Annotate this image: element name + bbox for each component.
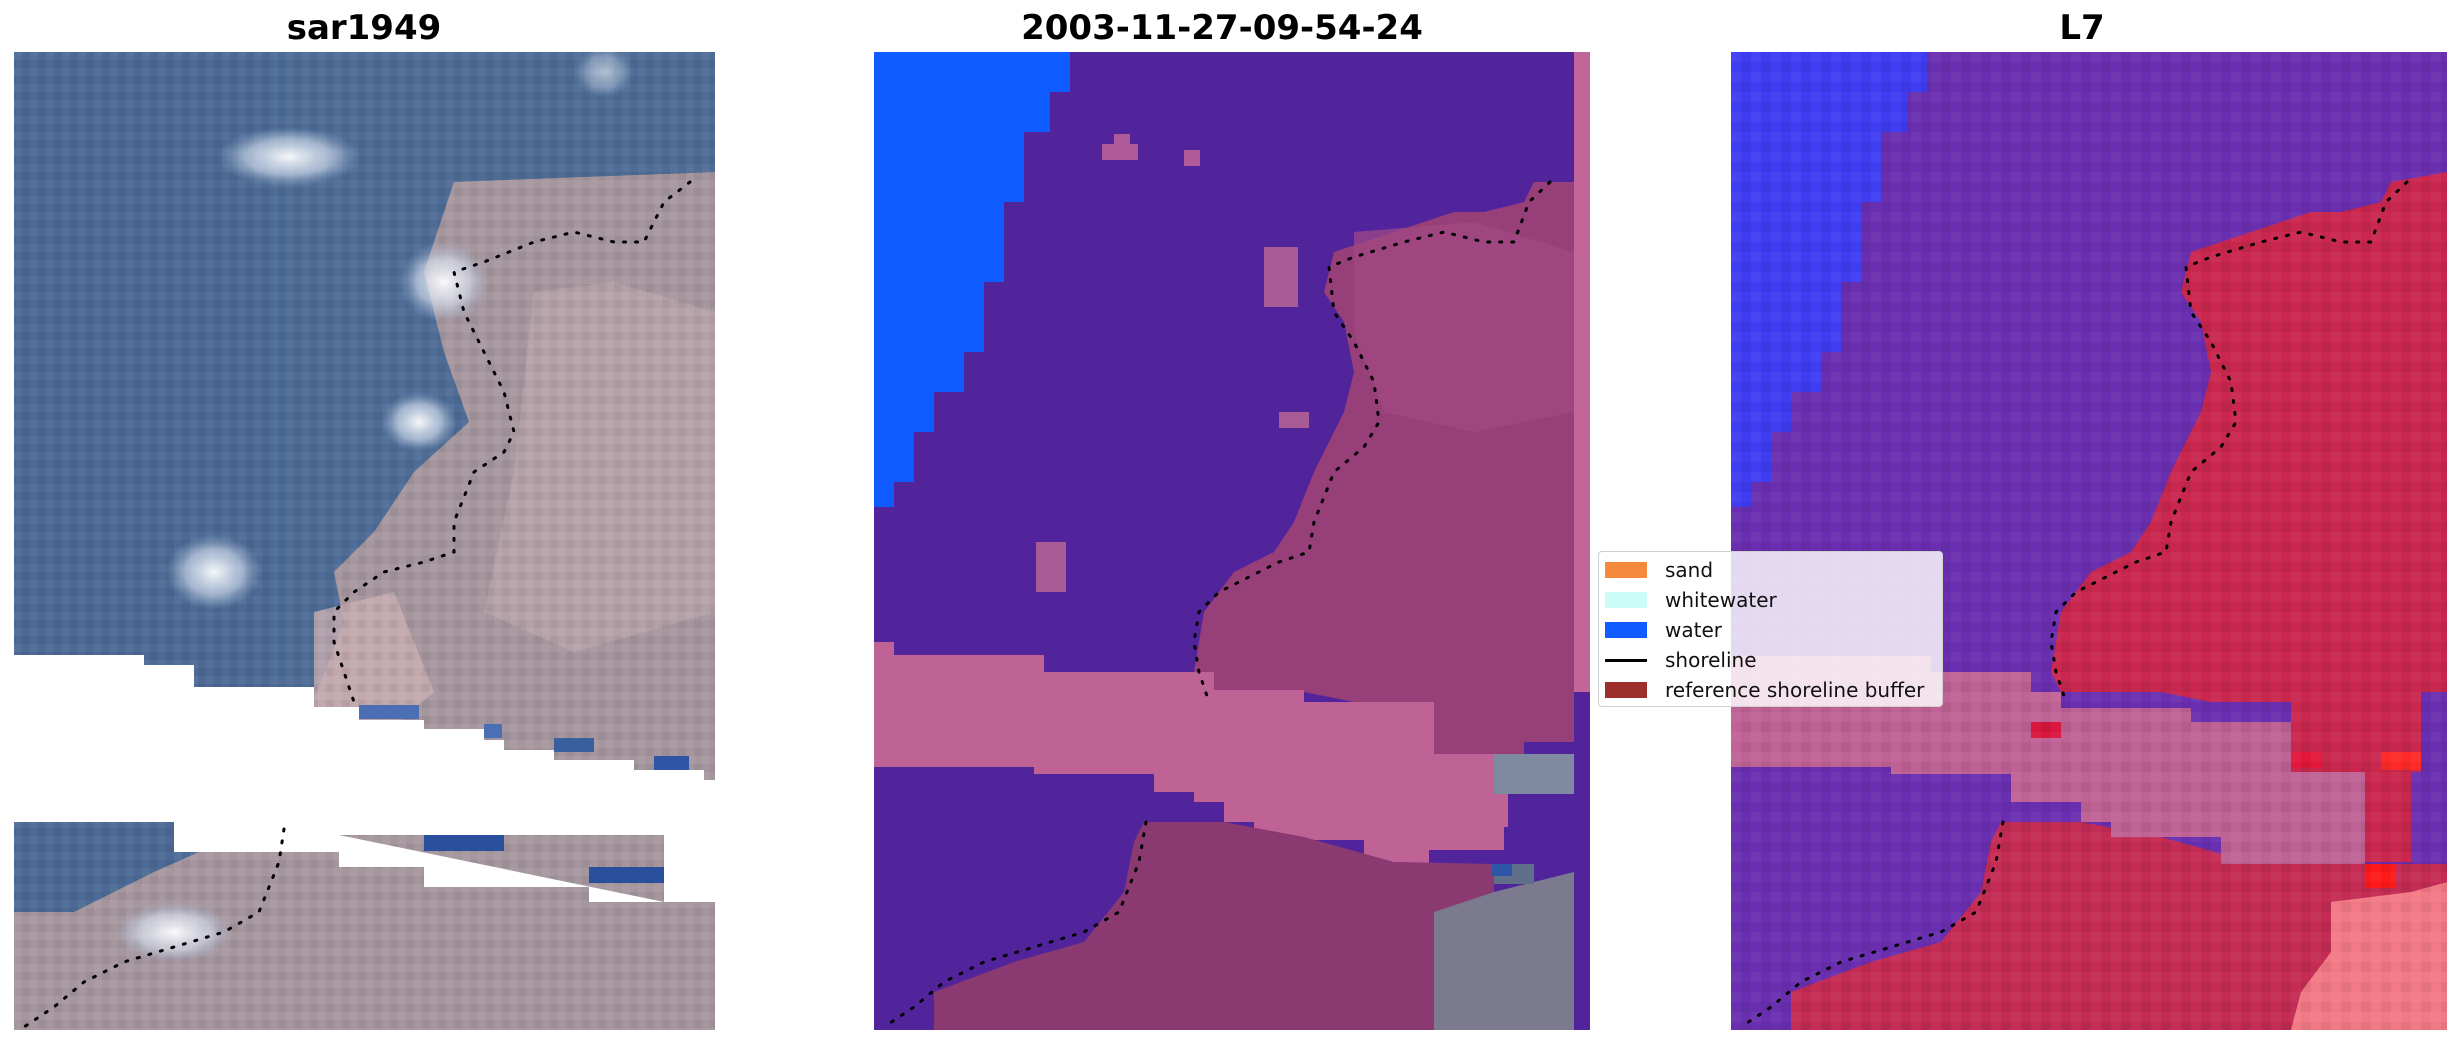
classified-image bbox=[874, 52, 1590, 1030]
panel-title-classified: 2003-11-27-09-54-24 bbox=[1021, 8, 1423, 48]
buffer-swatch-icon bbox=[1605, 682, 1647, 698]
legend-item-water: water bbox=[1605, 616, 1722, 644]
rgb-image bbox=[14, 52, 715, 1030]
rgb-image-panel bbox=[14, 52, 715, 1030]
legend: sand whitewater water shoreline referenc… bbox=[1598, 551, 1943, 707]
legend-item-sand: sand bbox=[1605, 556, 1713, 584]
shoreline-path-lower bbox=[22, 827, 286, 1029]
sand-swatch-icon bbox=[1605, 562, 1647, 578]
legend-label: water bbox=[1665, 618, 1722, 642]
legend-label: reference shoreline buffer bbox=[1665, 678, 1925, 702]
whitewater-swatch-icon bbox=[1605, 592, 1647, 608]
shoreline-path-lower bbox=[882, 820, 1148, 1029]
shoreline-path bbox=[332, 180, 692, 704]
legend-item-reference-buffer: reference shoreline buffer bbox=[1605, 676, 1924, 704]
legend-item-shoreline: shoreline bbox=[1605, 646, 1757, 674]
index-image-panel bbox=[1731, 52, 2447, 1030]
legend-item-whitewater: whitewater bbox=[1605, 586, 1777, 614]
water-swatch-icon bbox=[1605, 622, 1647, 638]
shoreline-line-icon bbox=[1605, 658, 1647, 662]
panel-title-rgb: sar1949 bbox=[286, 8, 442, 48]
legend-label: shoreline bbox=[1665, 648, 1757, 672]
classified-image-panel bbox=[874, 52, 1590, 1030]
index-image bbox=[1731, 52, 2447, 1030]
legend-label: sand bbox=[1665, 558, 1714, 582]
shoreline-path-lower bbox=[1739, 820, 2005, 1029]
legend-label: whitewater bbox=[1665, 588, 1777, 612]
panel-title-index: L7 bbox=[2059, 8, 2105, 48]
